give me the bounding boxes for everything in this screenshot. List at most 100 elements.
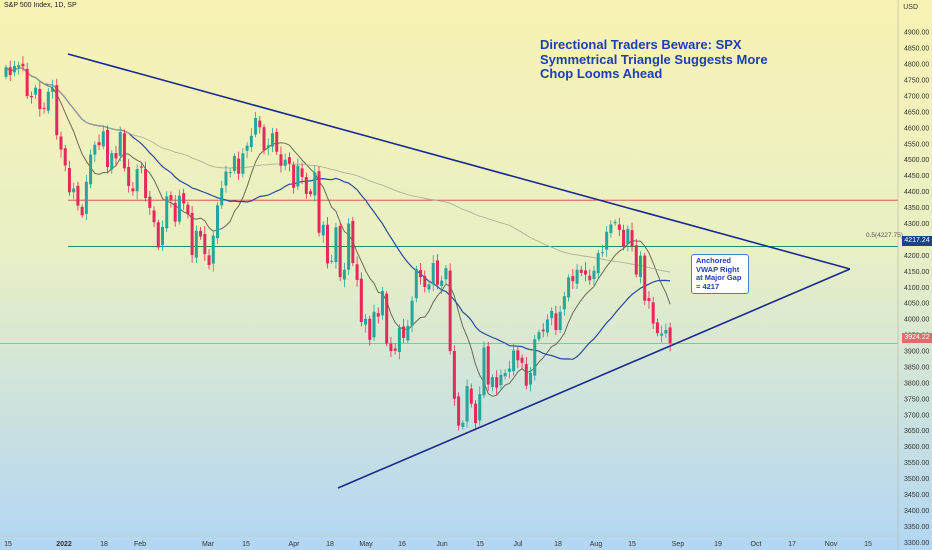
candle (605, 226, 609, 257)
ma-long (5, 67, 671, 273)
candle (80, 204, 84, 218)
candle (156, 219, 160, 250)
y-tick-label: 4150.00 (904, 269, 929, 276)
candle (520, 354, 524, 369)
y-tick-label: 3750.00 (904, 396, 929, 403)
candle (38, 81, 42, 117)
candle (457, 392, 461, 431)
candle (359, 272, 363, 327)
candle (254, 111, 258, 138)
candle (266, 138, 270, 156)
time-axis: 15 2022 18 Feb Mar 15 Apr 18 May 16 Jun 15 Jul 18 Aug 1… (0, 535, 898, 548)
candle (545, 314, 549, 337)
candle (507, 360, 511, 379)
candle (287, 152, 291, 172)
candle (275, 128, 279, 155)
candle (347, 218, 351, 276)
y-tick-label: 4600.00 (904, 125, 929, 132)
candle (114, 146, 118, 167)
candle (380, 286, 384, 321)
x-tick-label: May (359, 541, 373, 548)
candle (372, 304, 376, 341)
y-tick-label: 4200.00 (904, 253, 929, 260)
candle (135, 164, 139, 200)
candle (478, 386, 482, 426)
candle (639, 251, 642, 284)
candle (283, 153, 287, 171)
y-tick-label: 3800.00 (904, 380, 929, 387)
candle (660, 325, 664, 343)
x-tick-label: Mar (202, 541, 215, 548)
candle (651, 296, 655, 330)
y-tick-label: 4400.00 (904, 189, 929, 196)
candle (385, 291, 389, 347)
y-tick-label: 4500.00 (904, 157, 929, 164)
candle (101, 125, 105, 150)
candle (17, 61, 21, 75)
candle (211, 230, 215, 272)
candle (228, 168, 232, 178)
candle (321, 221, 325, 243)
x-tick-label: Aug (590, 541, 603, 548)
candle (579, 265, 583, 277)
candle (199, 227, 203, 240)
candle (270, 127, 274, 153)
candle (245, 142, 249, 159)
candle (393, 343, 397, 355)
candle (575, 264, 579, 290)
candle (330, 254, 334, 264)
candle (592, 265, 596, 287)
moving-averages (5, 66, 671, 397)
candle (435, 254, 439, 290)
candle (106, 125, 110, 174)
candle (67, 160, 71, 196)
candle (8, 60, 12, 81)
candle (72, 182, 76, 200)
candle (516, 345, 520, 369)
candle (427, 280, 431, 293)
candle (419, 263, 423, 285)
candle (643, 252, 647, 305)
y-tick-label: 3900.00 (904, 349, 929, 356)
y-tick-label: 4700.00 (904, 93, 929, 100)
candle (554, 305, 558, 336)
candle (232, 153, 236, 174)
candle (588, 269, 592, 285)
candle (148, 190, 152, 215)
candle (490, 374, 494, 392)
candle (355, 256, 359, 287)
candle (110, 150, 114, 174)
candle (444, 264, 448, 286)
candle (584, 262, 588, 282)
x-tick-label: 18 (100, 541, 108, 548)
candle (139, 163, 143, 174)
x-tick-label: 2022 (56, 541, 72, 548)
candle (364, 314, 368, 333)
candle (313, 165, 317, 202)
candle (169, 191, 173, 208)
candle (262, 124, 266, 155)
candle (144, 161, 148, 202)
candle (182, 188, 186, 210)
y-tick-label: 3400.00 (904, 508, 929, 515)
candle (4, 64, 8, 80)
candle (122, 129, 126, 172)
last-price-tag: 3924.22 (902, 333, 932, 343)
x-tick-label: Apr (289, 541, 301, 548)
x-tick-label: 15 (628, 541, 636, 548)
candle (440, 275, 444, 294)
candle (482, 341, 486, 399)
candle (486, 341, 490, 391)
candle (351, 217, 355, 267)
candle (131, 182, 135, 196)
candles (4, 56, 672, 431)
y-tick-label: 3850.00 (904, 364, 929, 371)
candle (529, 367, 533, 392)
x-tick-label: Nov (825, 541, 838, 548)
candle (304, 172, 308, 199)
candle (512, 344, 516, 376)
y-tick-label: 4000.00 (904, 317, 929, 324)
y-tick-label: 3300.00 (904, 540, 929, 547)
y-tick-label: 4900.00 (904, 30, 929, 37)
candle (89, 149, 93, 189)
